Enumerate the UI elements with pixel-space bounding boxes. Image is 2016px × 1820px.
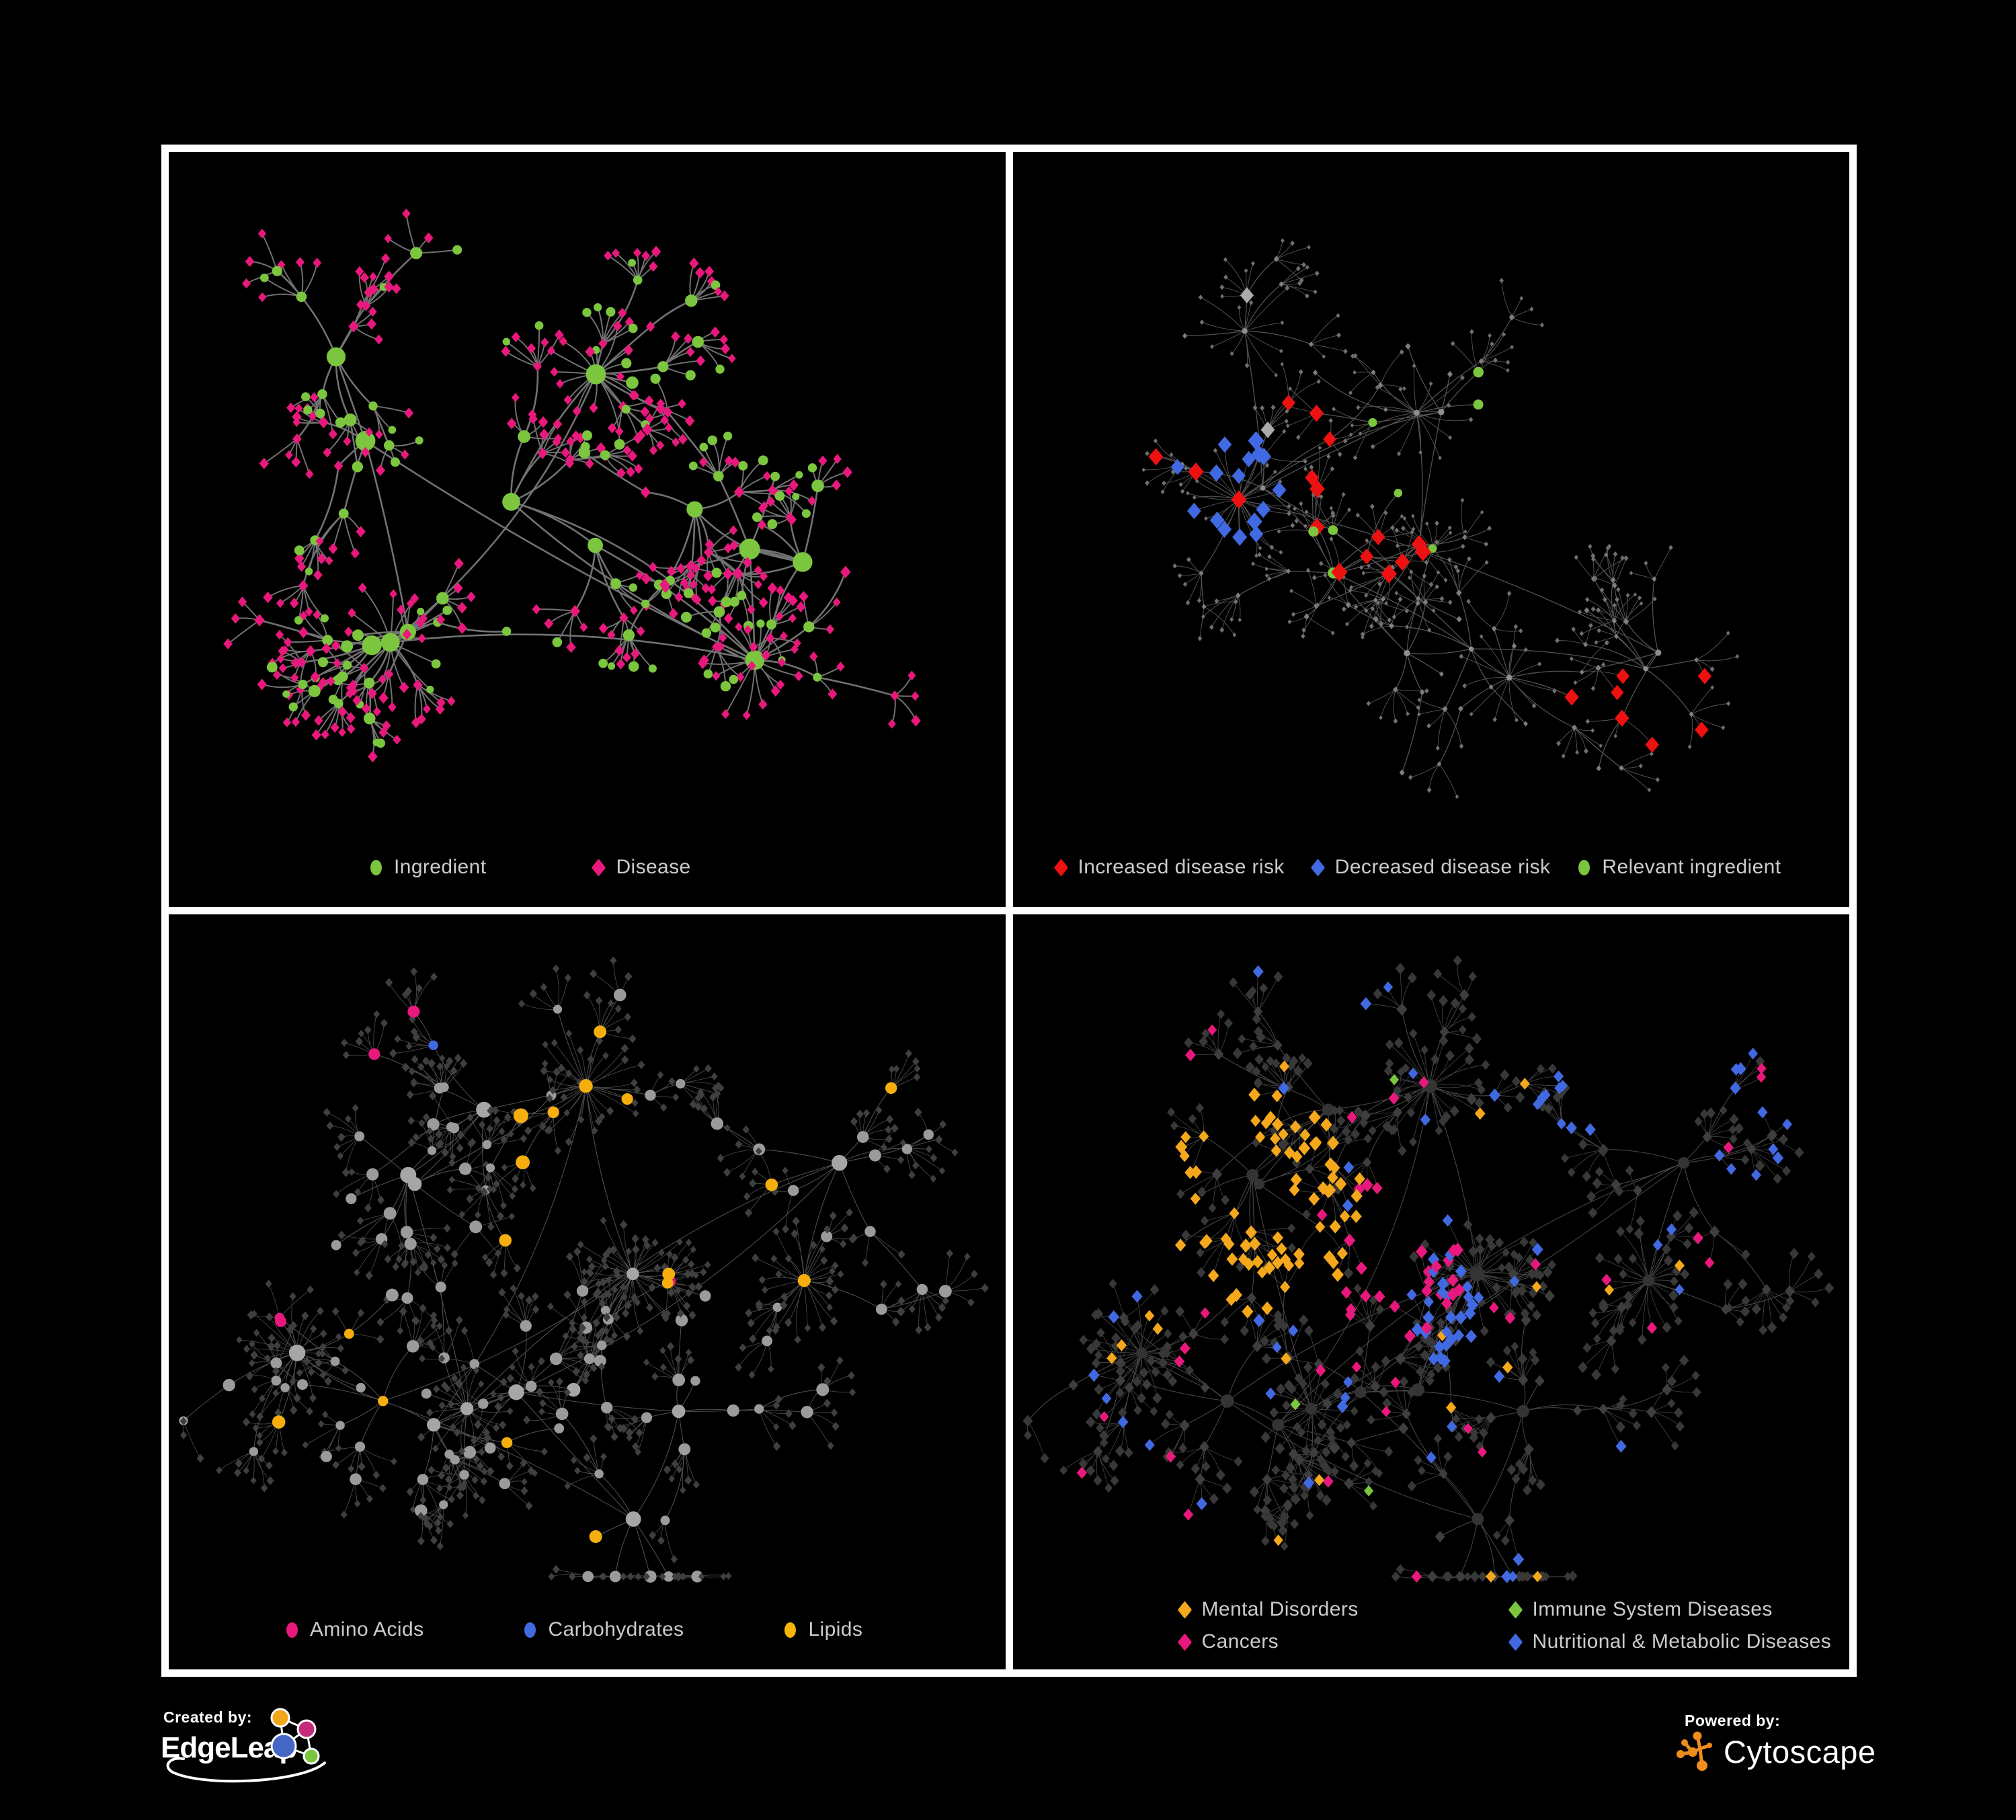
legend-item-disease: Disease [592, 856, 691, 879]
edgeleap-logo-icon: Created by: EdgeLeap [161, 1708, 326, 1783]
amino-acids-circle-icon [286, 1622, 298, 1638]
created-by-label: Created by: [163, 1708, 252, 1726]
legend-label: Carbohydrates [548, 1618, 684, 1640]
powered-by-block: Powered by: [1677, 1712, 1986, 1792]
network-disease-risk [1141, 238, 1739, 799]
legend-label: Increased disease risk [1078, 856, 1285, 878]
panel-disease-class-network: Mental Disorders Immune System Diseases … [1012, 914, 1849, 1669]
legend-label: Ingredient [394, 856, 487, 878]
disease-diamond-icon [592, 858, 606, 877]
legend-label: Amino Acids [310, 1618, 424, 1640]
legend-item-increased-risk: Increased disease risk [1053, 856, 1285, 879]
created-by-block: Created by: EdgeLeap [157, 1708, 372, 1798]
legend-item-immune-system-diseases: Immune System Diseases [1508, 1598, 1832, 1621]
legend-item-amino-acids: Amino Acids [286, 1618, 424, 1641]
legend-item-lipids: Lipids [784, 1618, 862, 1641]
legend-label: Immune System Diseases [1532, 1598, 1773, 1620]
legend-label: Decreased disease risk [1334, 856, 1551, 878]
carbohydrates-circle-icon [524, 1622, 536, 1638]
legend-label: Cancers [1201, 1630, 1279, 1653]
panel-disease-risk-network: Increased disease risk Decreased disease… [1012, 152, 1850, 907]
legend-label: Lipids [808, 1618, 863, 1640]
legend-label: Relevant ingredient [1602, 856, 1781, 878]
nutritional-diseases-diamond-icon [1508, 1632, 1523, 1651]
relevant-ingredient-circle-icon [1578, 859, 1590, 875]
legend-item-mental-disorders: Mental Disorders [1177, 1598, 1510, 1621]
edgeleap-node-green-icon [303, 1747, 320, 1765]
ingredient-circle-icon [370, 859, 382, 875]
edgeleap-node-blue-icon [270, 1733, 297, 1759]
legend-item-nutritional-metabolic-diseases: Nutritional & Metabolic Diseases [1508, 1630, 1832, 1653]
legend-item-ingredient: Ingredient [370, 856, 486, 879]
legend-ingredient-disease: Ingredient Disease [169, 856, 1006, 879]
cytoscape-brand: Cytoscape [1724, 1733, 1876, 1770]
cytoscape-logo-icon [1677, 1731, 1712, 1771]
legend-item-carbohydrates: Carbohydrates [524, 1618, 684, 1641]
legend-item-decreased-risk: Decreased disease risk [1310, 856, 1551, 879]
lipids-circle-icon [784, 1622, 797, 1638]
legend-disease-risk: Increased disease risk Decreased disease… [1013, 856, 1850, 879]
legend-label: Disease [616, 856, 691, 878]
increased-risk-diamond-icon [1053, 858, 1068, 877]
cancers-diamond-icon [1177, 1632, 1192, 1651]
edgeleap-swoosh-icon [166, 1757, 326, 1783]
decreased-risk-diamond-icon [1310, 858, 1325, 877]
legend-label: Mental Disorders [1201, 1598, 1359, 1620]
panel-ingredient-disease-network: Ingredient Disease [169, 152, 1006, 907]
mental-disorders-diamond-icon [1177, 1600, 1192, 1619]
cytoscape-nodes-icon [1677, 1731, 1712, 1771]
network-disease-classes [1022, 955, 1834, 1583]
powered-by-label: Powered by: [1685, 1712, 1781, 1729]
network-ingredient-classes [179, 956, 989, 1583]
legend-disease-classes: Mental Disorders Immune System Diseases … [1177, 1598, 1832, 1653]
network-ingredient-disease [223, 208, 921, 762]
legend-label: Nutritional & Metabolic Diseases [1532, 1630, 1832, 1653]
legend-item-cancers: Cancers [1177, 1630, 1510, 1653]
immune-diseases-diamond-icon [1508, 1600, 1523, 1619]
legend-ingredient-classes: Amino Acids Carbohydrates Lipids [169, 1618, 1006, 1641]
edgeleap-node-orange-icon [270, 1708, 290, 1728]
panels-grid: Ingredient Disease Increased disease ris… [161, 145, 1857, 1677]
panel-ingredient-class-network: Amino Acids Carbohydrates Lipids [169, 914, 1006, 1669]
legend-item-relevant-ingredient: Relevant ingredient [1578, 856, 1781, 879]
edgeleap-node-magenta-icon [296, 1719, 317, 1739]
